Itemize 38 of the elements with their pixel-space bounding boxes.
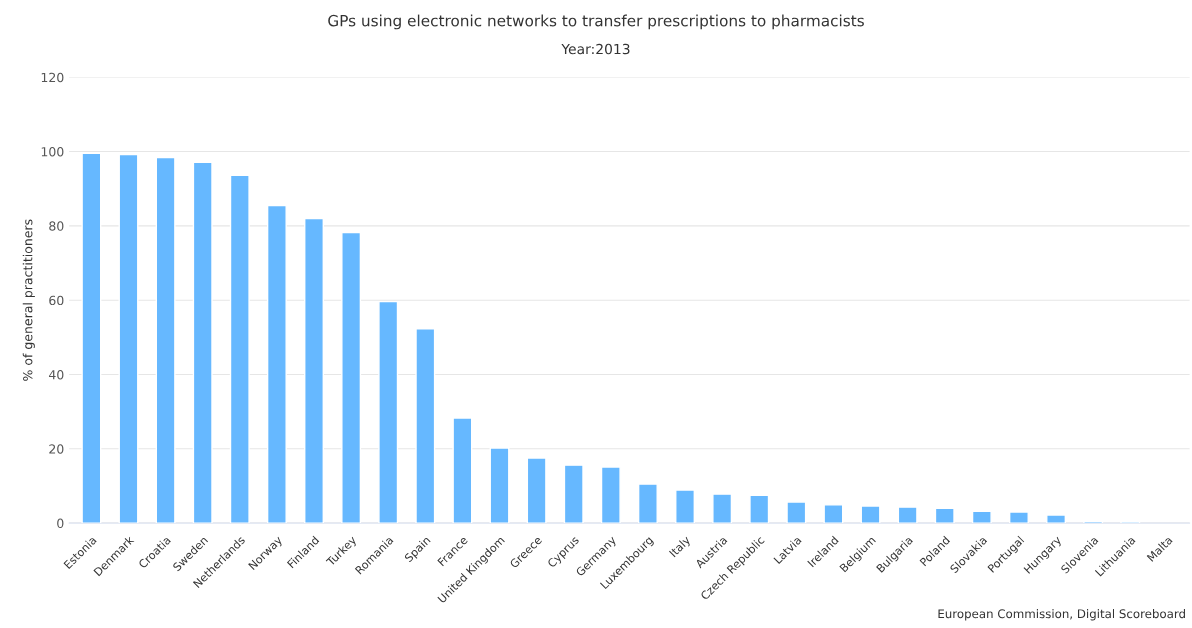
bar [415, 328, 436, 524]
bar [266, 204, 287, 524]
chart-title: GPs using electronic networks to transfer prescriptions to pharmacists [328, 14, 864, 30]
y-tick-label: 0 [57, 518, 64, 529]
bar [637, 483, 658, 524]
bar [341, 231, 362, 524]
bar [81, 152, 102, 524]
bar [118, 153, 139, 524]
bar [304, 217, 324, 524]
bar [749, 494, 770, 524]
bar [600, 466, 621, 524]
bar [897, 506, 918, 524]
y-tick-label: 120 [41, 72, 64, 83]
bar [489, 447, 510, 524]
y-tick-label: 100 [41, 147, 64, 157]
bar [452, 417, 473, 524]
text: European Commission, Digital Scoreboard [938, 609, 1185, 621]
bar [155, 156, 176, 524]
bar [712, 493, 733, 524]
bar [192, 161, 213, 524]
bar [786, 501, 807, 524]
bar [823, 504, 844, 524]
bar [971, 510, 992, 524]
y-tick-label: 20 [49, 444, 64, 454]
y-tick-label: 80 [49, 221, 64, 231]
bar [934, 507, 955, 524]
bar [563, 464, 584, 524]
bar [1008, 511, 1029, 524]
bar [675, 489, 695, 524]
chart-subtitle: Year:2013 [561, 43, 630, 55]
bar [378, 300, 399, 524]
bar [526, 457, 547, 524]
bar [1046, 514, 1067, 524]
bar [229, 174, 250, 524]
bar [860, 505, 881, 524]
y-tick-label: 40 [48, 369, 64, 380]
y-axis-title: % of general practitioners [22, 219, 35, 381]
y-tick-label: 60 [49, 295, 64, 306]
